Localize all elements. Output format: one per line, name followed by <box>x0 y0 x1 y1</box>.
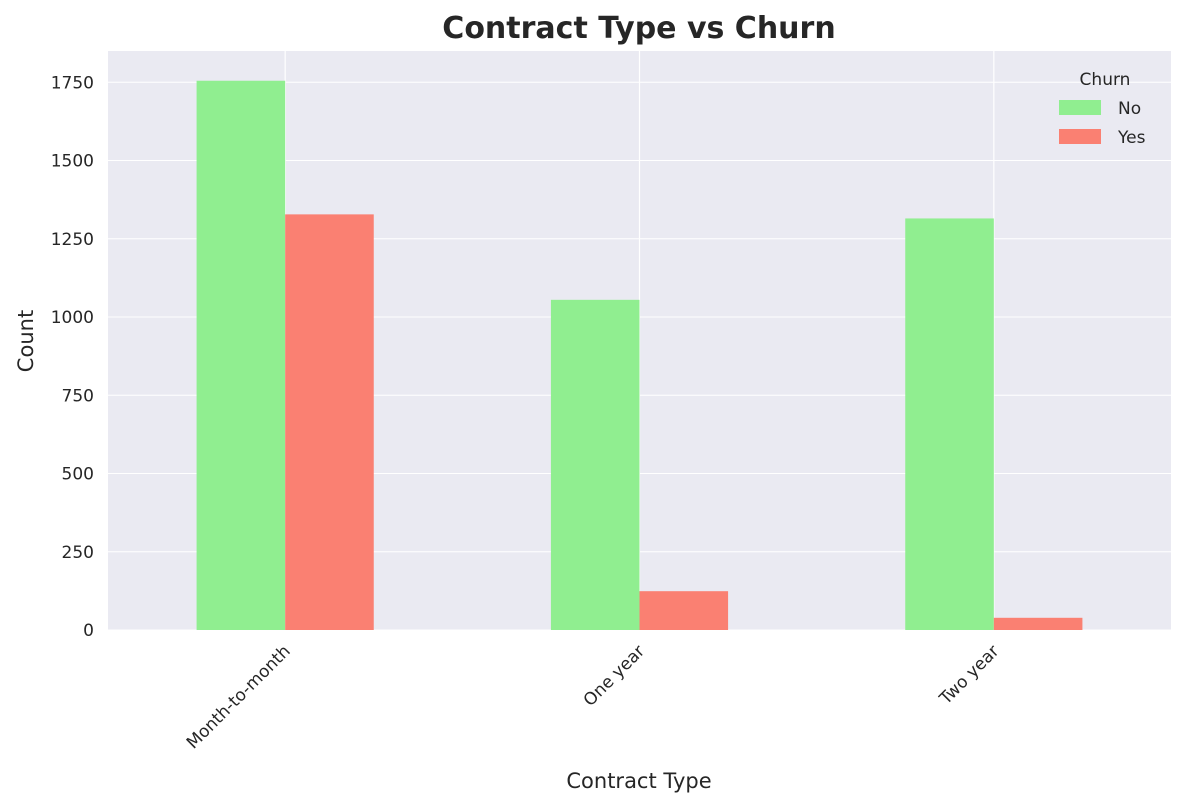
y-tick-label: 250 <box>62 543 94 563</box>
bar-no-2 <box>905 218 994 630</box>
bar-no-0 <box>196 80 286 631</box>
y-tick-label: 1750 <box>51 73 94 93</box>
bar-no-1 <box>550 299 640 630</box>
x-axis-ticks: Month-to-month One year Two year <box>183 641 1003 753</box>
y-tick-label: 1500 <box>51 152 94 172</box>
y-tick-label: 750 <box>62 386 94 406</box>
x-tick-label: Month-to-month <box>183 641 295 753</box>
x-tick-label: One year <box>580 641 649 710</box>
y-axis-ticks: 0 250 500 750 1000 1250 1500 1750 <box>51 73 94 641</box>
bar-yes-1 <box>639 591 729 630</box>
legend-swatch-yes <box>1059 129 1101 144</box>
y-axis-label: Count <box>14 310 38 372</box>
y-tick-label: 1250 <box>51 230 94 250</box>
y-tick-label: 500 <box>62 465 94 485</box>
y-tick-label: 0 <box>83 621 94 641</box>
legend: Churn No Yes <box>1059 70 1146 148</box>
legend-title: Churn <box>1080 70 1131 90</box>
legend-label-yes: Yes <box>1117 128 1146 148</box>
bars <box>196 80 1083 631</box>
y-tick-label: 1000 <box>51 308 94 328</box>
chart-title: Contract Type vs Churn <box>442 11 835 46</box>
x-axis-label: Contract Type <box>566 769 711 793</box>
bar-yes-0 <box>285 214 374 630</box>
bar-yes-2 <box>993 617 1083 630</box>
legend-label-no: No <box>1118 99 1141 119</box>
x-tick-label: Two year <box>935 641 1003 709</box>
legend-swatch-no <box>1059 100 1101 115</box>
